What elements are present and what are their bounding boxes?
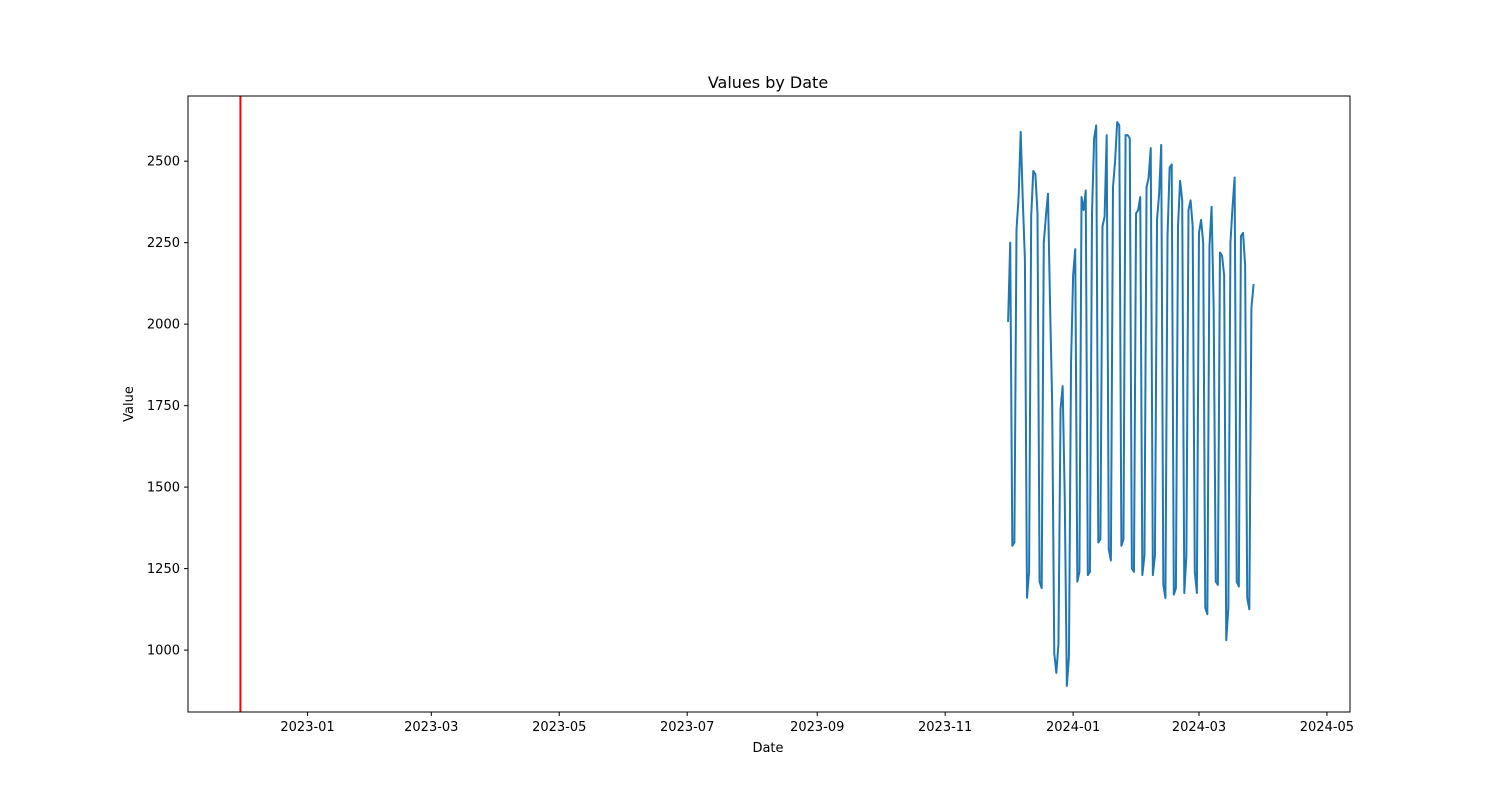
x-tick-label: 2023-03 [404,720,458,735]
plot-frame [187,95,1351,713]
y-axis-title: Value [122,386,137,422]
y-tick-label: 2000 [147,318,180,333]
y-tick-label: 2500 [147,155,180,170]
x-tick-label: 2024-05 [1300,720,1354,735]
x-tick-label: 2023-09 [790,720,844,735]
series-line [1007,121,1255,687]
y-tick-label: 1500 [147,481,180,496]
y-tick-label: 1750 [147,399,180,414]
x-tick-label: 2024-03 [1172,720,1226,735]
x-tick-label: 2023-01 [280,720,334,735]
x-axis-title: Date [752,741,783,756]
y-tick-label: 1250 [147,562,180,577]
chart-title: Values by Date [708,73,828,92]
x-tick-label: 2024-01 [1046,720,1100,735]
x-tick-label: 2023-11 [918,720,972,735]
x-tick-label: 2023-07 [660,720,714,735]
x-tick-label: 2023-05 [532,720,586,735]
y-tick-label: 1000 [147,644,180,659]
y-tick-label: 2250 [147,236,180,251]
